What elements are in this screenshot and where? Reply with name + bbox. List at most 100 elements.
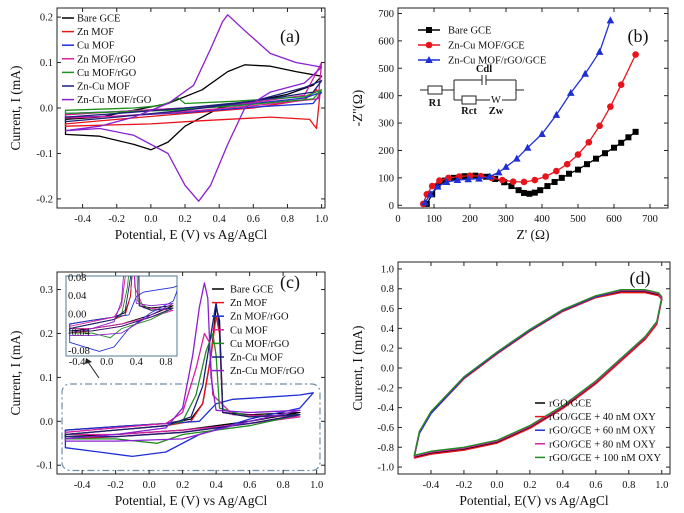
x-tick-label: 1.0 [310, 480, 323, 491]
data-point-triangle [426, 190, 435, 198]
y-tick-label: 0.6 [381, 304, 394, 315]
data-point-square [450, 174, 457, 181]
data-point-circle [563, 160, 571, 168]
y-tick-label: 0.2 [40, 329, 53, 340]
y-tick-label: 200 [378, 146, 394, 157]
data-point-square [551, 178, 558, 185]
inset-y-tick-label: 0.00 [68, 309, 86, 320]
legend-entry: Zn-Cu MOF [230, 353, 283, 364]
legend-entry: rGO/GCE + 100 nM OXY [549, 453, 662, 464]
x-tick-label: 0.2 [178, 214, 191, 225]
legend-entry: rGO/GCE + 80 nM OXY [549, 439, 656, 450]
panel-label: (d) [630, 268, 651, 289]
panel-c: -0.4 -0.2 0.0 0.2 0.4 0.6 0.8 1.0 -0.1 0.0 0.1 0.2 0… [8, 271, 326, 508]
legend-entry: Zn-Cu MOF/rGO/GCE [448, 56, 546, 67]
data-point-triangle [421, 198, 429, 206]
x-tick-label: -0.4 [74, 480, 91, 491]
data-point-square [544, 183, 551, 190]
x-tick-label: 500 [570, 214, 586, 225]
legend-entry: Cu MOF [77, 41, 115, 52]
series-line-4 [64, 332, 301, 444]
x-tick-label: 0.0 [490, 480, 503, 491]
circuit-label-rct: Rct [461, 106, 477, 117]
legend-entry: Bare GCE [230, 285, 273, 296]
data-point-triangle [513, 154, 521, 162]
x-tick-label: -0.2 [108, 214, 125, 225]
y-tick-label: -0.4 [377, 403, 394, 414]
data-point-triangle [581, 69, 589, 77]
y-tick-label: 0.8 [381, 284, 394, 295]
series-line-1 [422, 54, 637, 205]
data-point-circle [632, 51, 639, 58]
data-point-triangle [464, 175, 472, 183]
x-axis-label: Potential, E (V) vs Ag/AgCl [115, 493, 268, 508]
legend-entry: rGO/GCE + 60 nM OXY [549, 426, 656, 437]
y-tick-label: 1.0 [381, 264, 394, 275]
x-axis-label: Potential, E (V) vs Ag/AgCl [115, 227, 268, 242]
legend-marker [425, 56, 433, 63]
data-point-triangle [433, 182, 442, 190]
data-point-circle [585, 138, 593, 146]
y-tick-label: 0.0 [40, 104, 53, 115]
data-point-circle [574, 151, 582, 158]
legend-marker [426, 27, 432, 33]
x-tick-label: 0.0 [143, 480, 156, 491]
data-point-triangle [453, 176, 462, 184]
y-tick-label: -0.6 [377, 423, 394, 434]
data-point-square [526, 190, 533, 197]
axes-frame [397, 7, 669, 209]
x-tick-label: 0.2 [176, 480, 189, 491]
data-point-circle [542, 173, 549, 180]
series-line-1 [64, 89, 321, 130]
legend-entry: Zn-Cu MOF/rGO [77, 95, 152, 106]
data-point-square [584, 161, 590, 168]
circuit-label-r1: R1 [429, 98, 442, 109]
y-axis-label: Current, I (mA) [8, 330, 23, 415]
y-tick-label: -0.1 [36, 149, 53, 160]
x-tick-label: 0.8 [281, 214, 294, 225]
inset-y-tick-label: 0.04 [68, 291, 87, 302]
y-tick-label: -0.2 [36, 194, 53, 205]
x-tick-label: 1.0 [655, 480, 668, 491]
y-tick-label: -0.8 [377, 443, 394, 454]
legend-entry: Zn-Cu MOF [77, 82, 130, 93]
y-tick-label: 500 [378, 64, 394, 75]
data-point-circle [607, 103, 614, 110]
x-axis-label: Potential, E(V) vs Ag/AgCl [459, 493, 608, 508]
data-point-circle [509, 178, 517, 185]
data-point-square [602, 150, 608, 157]
x-tick-label: 0.4 [213, 214, 227, 225]
y-tick-label: -0.2 [377, 383, 394, 394]
panel-d: -0.4 -0.2 0.0 0.2 0.4 0.6 0.8 1.0 -1.0 -0.8 -0.6 -0… [350, 261, 671, 508]
inset-y-tick-label: 0.08 [68, 273, 86, 284]
data-point-square [611, 144, 617, 151]
data-point-square [515, 187, 522, 194]
x-tick-label: 0.4 [210, 480, 224, 491]
x-tick-label: 0.8 [622, 480, 635, 491]
legend-entry: Zn MOF/rGO [230, 312, 289, 323]
axes-frame [56, 271, 326, 475]
y-tick-label: 0.2 [381, 344, 394, 355]
inset-pointer-arrow [87, 361, 100, 379]
data-point-triangle [475, 174, 483, 182]
y-tick-label: -1.0 [377, 463, 394, 474]
data-point-square [558, 174, 565, 181]
series-line-2 [64, 392, 314, 458]
data-point-triangle [502, 162, 510, 170]
x-tick-label: 0.2 [523, 480, 536, 491]
x-tick-label: 700 [642, 214, 658, 225]
inset-x-tick-label: 0.0 [100, 357, 113, 368]
legend-entry: Bare GCE [77, 14, 120, 25]
series-line-5 [64, 80, 323, 123]
inset-x-tick-label: 0.4 [130, 357, 144, 368]
x-tick-label: -0.2 [107, 480, 124, 491]
inset-x-tick-label: -0.4 [69, 357, 86, 368]
legend-entry: Zn MOF/rGO [77, 54, 136, 65]
inset-pointer-arrowhead [85, 358, 92, 364]
y-tick-label: 0.1 [40, 58, 53, 69]
data-point-circle [617, 81, 625, 89]
series-line-6 [64, 282, 301, 442]
x-tick-label: 1.0 [315, 214, 328, 225]
data-point-triangle [523, 143, 532, 151]
series-line-4 [413, 289, 663, 456]
